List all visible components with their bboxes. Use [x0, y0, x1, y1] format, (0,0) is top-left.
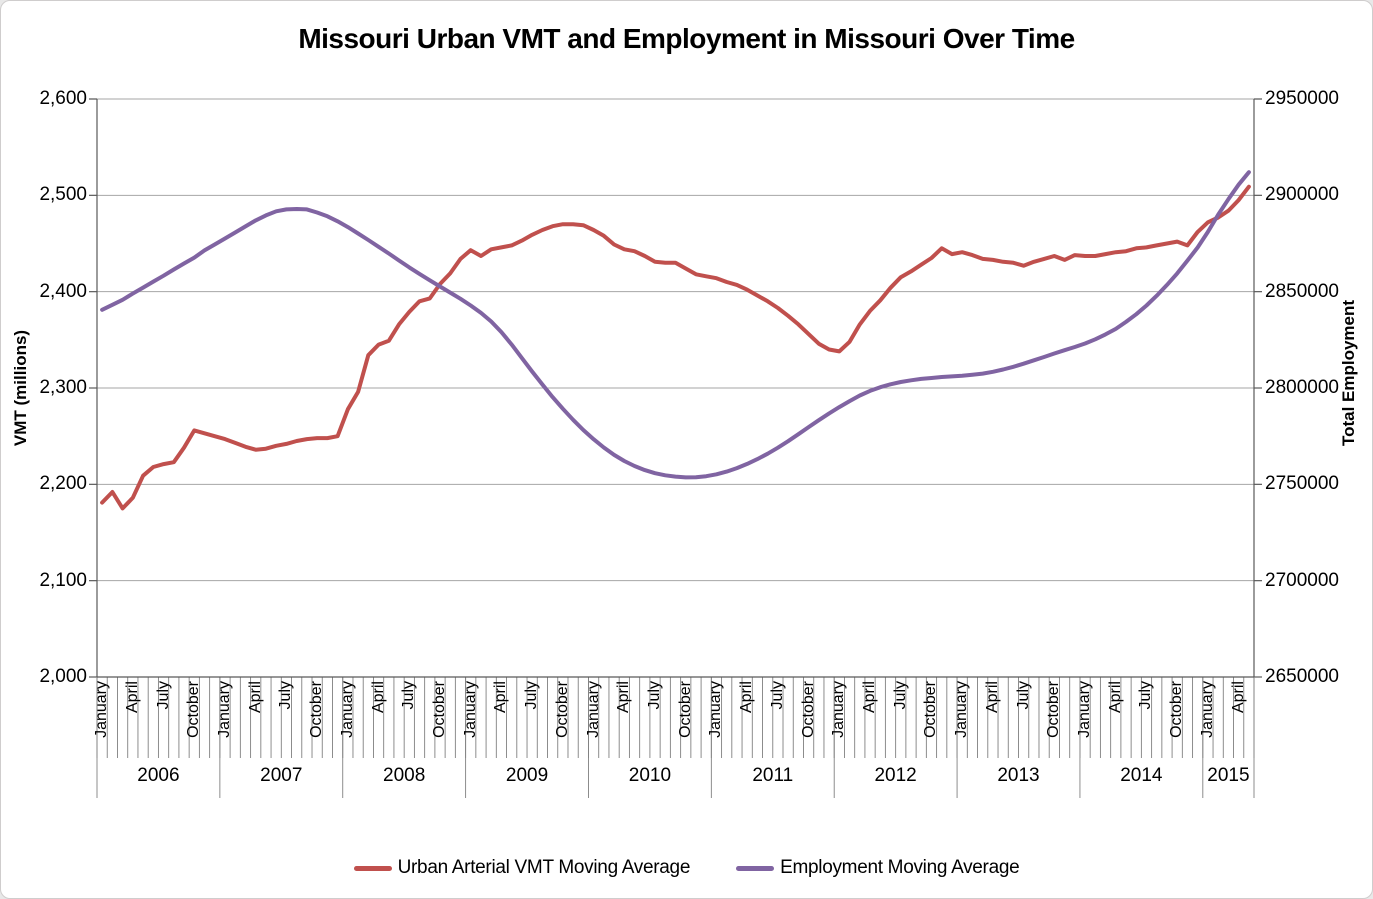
month-tick-label: April — [1106, 681, 1124, 714]
right-axis-tick-label: 2800000 — [1265, 377, 1339, 398]
left-axis-tick-label: 2,400 — [39, 280, 87, 302]
year-tick-label: 2012 — [874, 765, 917, 786]
month-tick-label: July — [1137, 681, 1155, 710]
left-axis-tick-label: 2,500 — [39, 184, 87, 206]
month-tick-label: July — [1014, 681, 1032, 710]
right-axis-tick-label: 2850000 — [1265, 280, 1339, 302]
year-tick-label: 2011 — [752, 765, 794, 786]
year-tick-label: 2006 — [137, 765, 180, 786]
month-tick-label: January — [1198, 681, 1216, 738]
left-axis-tick-label: 2,100 — [39, 569, 87, 591]
month-tick-label: April — [738, 681, 756, 714]
month-tick-label: October — [1045, 681, 1063, 738]
year-tick-label: 2008 — [383, 765, 426, 786]
month-tick-label: April — [1229, 681, 1247, 714]
month-tick-label: April — [369, 681, 387, 714]
legend-item-vmt: Urban Arterial VMT Moving Average — [353, 857, 691, 879]
month-tick-label: July — [891, 681, 909, 710]
year-tick-label: 2007 — [260, 765, 303, 786]
right-axis-tick-label: 2750000 — [1265, 473, 1339, 495]
year-tick-label: 2015 — [1207, 765, 1250, 786]
month-tick-label: July — [400, 681, 418, 710]
month-tick-label: January — [584, 681, 602, 738]
right-axis-tick-label: 2950000 — [1265, 88, 1339, 109]
month-tick-label: January — [461, 681, 479, 738]
right-axis-tick-label: 2900000 — [1265, 184, 1339, 206]
month-tick-label: October — [799, 681, 817, 738]
month-tick-label: April — [123, 681, 141, 714]
left-axis-tick-label: 2,000 — [39, 666, 87, 687]
month-tick-label: July — [768, 681, 786, 710]
left-axis-tick-label: 2,200 — [39, 473, 87, 495]
left-axis-tick-label: 2,300 — [39, 377, 87, 398]
month-tick-label: January — [830, 681, 848, 738]
month-tick-label: April — [615, 681, 633, 714]
month-tick-label: July — [277, 681, 295, 710]
left-axis-title: VMT (millions) — [11, 329, 30, 447]
month-tick-label: January — [707, 681, 725, 738]
month-tick-label: January — [338, 681, 356, 738]
month-tick-label: April — [246, 681, 264, 714]
month-tick-label: October — [308, 681, 326, 738]
legend-label-employment: Employment Moving Average — [780, 857, 1020, 878]
month-tick-label: April — [861, 681, 879, 714]
chart-title: Missouri Urban VMT and Employment in Mis… — [298, 23, 1075, 54]
month-tick-label: October — [1168, 681, 1186, 738]
month-tick-label: October — [185, 681, 203, 738]
month-tick-label: July — [523, 681, 541, 710]
month-tick-label: October — [553, 681, 571, 738]
legend: Urban Arterial VMT Moving Average Employ… — [1, 857, 1372, 879]
legend-label-vmt: Urban Arterial VMT Moving Average — [397, 857, 691, 878]
year-tick-label: 2013 — [997, 765, 1040, 786]
vmt-series-line-icon — [353, 865, 392, 871]
month-tick-label: October — [431, 681, 448, 738]
year-tick-label: 2010 — [628, 765, 672, 786]
month-tick-label: January — [93, 681, 111, 738]
month-tick-label: January — [1076, 681, 1094, 738]
year-tick-label: 2014 — [1120, 765, 1163, 786]
left-axis-tick-label: 2,600 — [39, 88, 87, 109]
vmt-series-line — [100, 184, 1251, 511]
right-axis-tick-label: 2650000 — [1265, 666, 1339, 687]
employment-series-line — [100, 170, 1251, 480]
month-tick-label: April — [492, 681, 510, 714]
month-tick-label: October — [922, 681, 940, 738]
right-axis-title: Total Employment — [1339, 299, 1358, 447]
month-tick-label: July — [646, 681, 664, 710]
month-tick-label: April — [983, 681, 1001, 714]
month-tick-label: January — [215, 681, 233, 738]
month-tick-label: July — [154, 681, 172, 710]
employment-series-line-icon — [736, 865, 775, 871]
month-tick-label: October — [676, 681, 694, 738]
year-tick-label: 2009 — [505, 765, 549, 786]
month-tick-label: January — [953, 681, 971, 738]
right-axis-tick-label: 2700000 — [1265, 569, 1339, 591]
legend-item-employment: Employment Moving Average — [736, 857, 1020, 879]
